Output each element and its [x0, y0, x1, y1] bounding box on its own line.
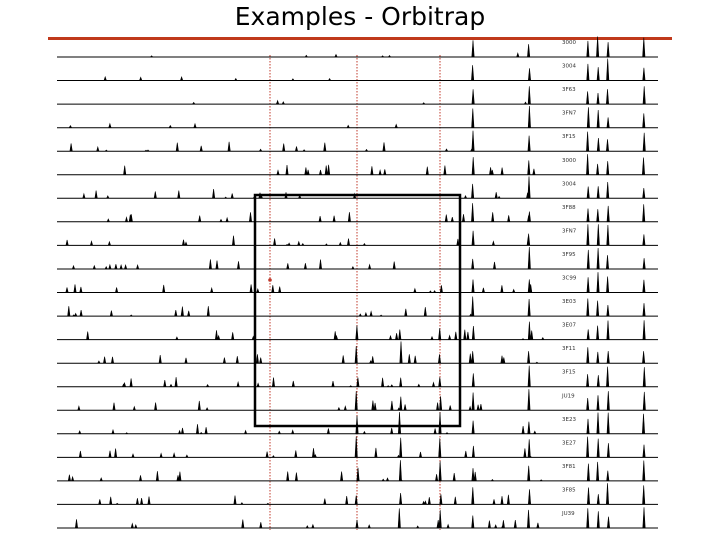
spectrum-row: [57, 365, 658, 388]
spectrum-label: 3004: [562, 64, 576, 70]
spectrum-label: 3FN7: [562, 111, 577, 117]
spectrum-peaks: [78, 411, 645, 435]
spectrum-label: 3F11: [562, 346, 576, 352]
spectrum-row: [57, 36, 658, 58]
spectrum-row: [57, 105, 658, 129]
spectrum-peaks: [65, 272, 646, 293]
spectrum-peaks: [98, 483, 646, 505]
spectrum-label: 3C99: [562, 276, 577, 282]
spectrum-row: [57, 224, 658, 246]
spectrum-row: [57, 483, 658, 505]
spectrum-row: [57, 460, 658, 482]
spectrum-label: 3F85: [562, 487, 576, 493]
spectrum-peaks: [103, 58, 646, 81]
spectrum-label: 3F63: [562, 87, 576, 93]
spectrum-peaks: [67, 460, 646, 482]
spectrum-peaks: [106, 203, 646, 222]
title-underline: [48, 37, 672, 40]
spectrum-peaks: [150, 36, 646, 58]
spectrum-row: [57, 296, 658, 317]
marker-dot: [268, 278, 272, 282]
spectrum-peaks: [86, 320, 646, 340]
spectra-traces: [57, 36, 658, 529]
spectrum-label: 3F95: [562, 252, 576, 258]
spectrum-row: [57, 154, 658, 176]
spectrum-row: [57, 389, 658, 411]
spectrum-label: JU19: [561, 393, 575, 399]
spectrum-row: [57, 130, 658, 152]
spectrum-peaks: [67, 296, 646, 317]
slide-title: Examples - Orbitrap: [234, 2, 486, 31]
spectrum-peaks: [72, 246, 646, 270]
spectrum-row: [57, 436, 658, 458]
spectrum-peaks: [77, 389, 646, 411]
spectrum-row: [57, 320, 658, 341]
spectrum-peaks: [97, 341, 646, 364]
spectrum-peaks: [69, 130, 646, 152]
spectrum-row: [57, 203, 658, 223]
spectrum-label: 3004: [562, 181, 576, 187]
spectrum-label: 3E07: [562, 323, 576, 329]
spectrum-label: 3FN7: [562, 228, 577, 234]
spectrum-row: [57, 58, 658, 81]
spectrum-peaks: [68, 105, 646, 128]
spectrum-label: 3E03: [562, 299, 576, 305]
spectrum-row: [57, 176, 658, 199]
spectrum-label: 3E23: [562, 417, 576, 423]
spectrum-row: [57, 507, 658, 529]
spectrum-label: JU39: [561, 511, 575, 517]
spectra-labels: 3000 3004 3F63 3FN7 3F15 3000 3004 3F88 3FN7 3F95…: [561, 40, 577, 517]
spectrum-row: [57, 272, 658, 293]
spectrum-peaks: [122, 365, 646, 387]
spectrum-row: [57, 86, 658, 105]
spectrum-label: 3F15: [562, 134, 576, 140]
spectrum-peaks: [78, 436, 646, 458]
spectrum-peaks: [75, 507, 646, 529]
spectrum-row: [57, 411, 658, 435]
spectrum-peaks: [192, 86, 646, 105]
spectrum-row: [57, 341, 658, 364]
spectrum-label: 3000: [562, 158, 576, 164]
spectrum-peaks: [123, 154, 645, 175]
spectrum-row: [57, 246, 658, 270]
spectrum-peaks: [65, 224, 646, 246]
spectrum-label: 3E27: [562, 440, 576, 446]
spectrum-label: 3F15: [562, 370, 576, 376]
spectrum-label: 3000: [562, 40, 576, 46]
spectrum-label: 3F88: [562, 205, 576, 211]
spectrum-label: 3F81: [562, 464, 576, 470]
highlight-box: [253, 193, 462, 428]
